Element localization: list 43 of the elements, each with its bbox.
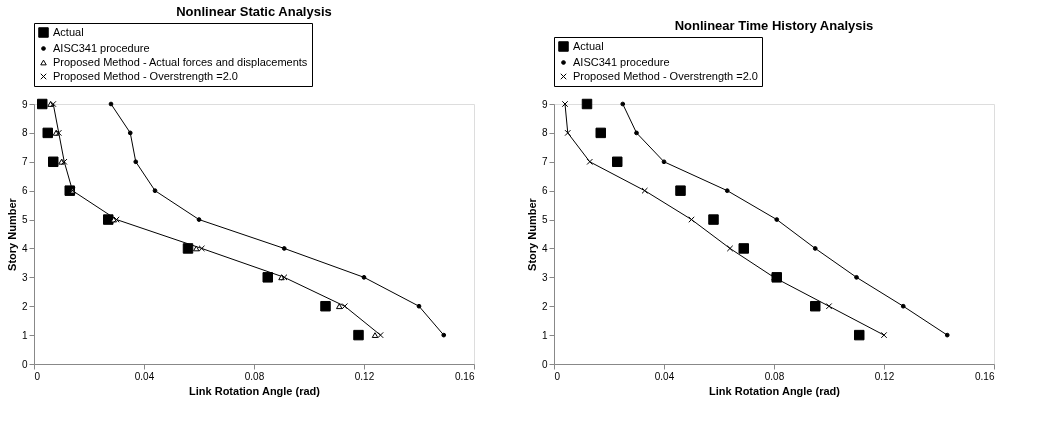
y-axis-title: Story Number xyxy=(525,197,538,271)
y-tick-label: 0 xyxy=(21,358,28,370)
legend-label: Actual xyxy=(53,25,84,38)
legend-label: AISC341 procedure xyxy=(573,55,670,68)
y-tick-label: 7 xyxy=(541,156,548,168)
x-tick-label: 0.08 xyxy=(764,370,785,382)
x-axis-title: Link Rotation Angle (rad) xyxy=(709,384,841,397)
legend-label: AISC341 procedure xyxy=(53,41,150,54)
y-tick-label: 9 xyxy=(21,98,28,110)
chart-title: Nonlinear Time History Analysis xyxy=(674,17,874,33)
legend-label: Proposed Method - Actual forces and displacements xyxy=(53,55,308,68)
x-tick-label: 0.16 xyxy=(975,370,995,382)
y-tick-label: 8 xyxy=(21,127,28,139)
legend-label: Actual xyxy=(573,39,604,52)
x-tick-label: 0.12 xyxy=(354,370,375,382)
x-tick-label: 0.04 xyxy=(654,370,675,382)
y-tick-label: 7 xyxy=(21,156,28,168)
y-tick-label: 4 xyxy=(541,242,548,254)
y-tick-label: 5 xyxy=(21,214,28,226)
legend-label: Proposed Method - Overstrength =2.0 xyxy=(573,69,758,82)
legend-label: Proposed Method - Overstrength =2.0 xyxy=(53,69,238,82)
x-axis-title: Link Rotation Angle (rad) xyxy=(189,384,321,397)
chart-title: Nonlinear Static Analysis xyxy=(176,3,332,19)
x-tick-label: 0.08 xyxy=(244,370,265,382)
y-tick-label: 1 xyxy=(21,329,28,341)
x-tick-label: 0 xyxy=(554,370,561,382)
x-tick-label: 0 xyxy=(34,370,41,382)
y-tick-label: 2 xyxy=(541,300,548,312)
y-tick-label: 6 xyxy=(541,185,548,197)
y-tick-label: 3 xyxy=(21,271,28,283)
y-tick-label: 8 xyxy=(541,127,548,139)
x-tick-label: 0.12 xyxy=(874,370,895,382)
y-tick-label: 6 xyxy=(21,185,28,197)
y-tick-label: 9 xyxy=(541,98,548,110)
y-tick-label: 0 xyxy=(541,358,548,370)
y-tick-label: 1 xyxy=(541,329,548,341)
x-tick-label: 0.16 xyxy=(455,370,475,382)
x-tick-label: 0.04 xyxy=(134,370,155,382)
y-tick-label: 2 xyxy=(21,300,28,312)
y-tick-label: 3 xyxy=(541,271,548,283)
y-tick-label: 5 xyxy=(541,214,548,226)
y-axis-title: Story Number xyxy=(5,197,18,271)
y-tick-label: 4 xyxy=(21,242,28,254)
